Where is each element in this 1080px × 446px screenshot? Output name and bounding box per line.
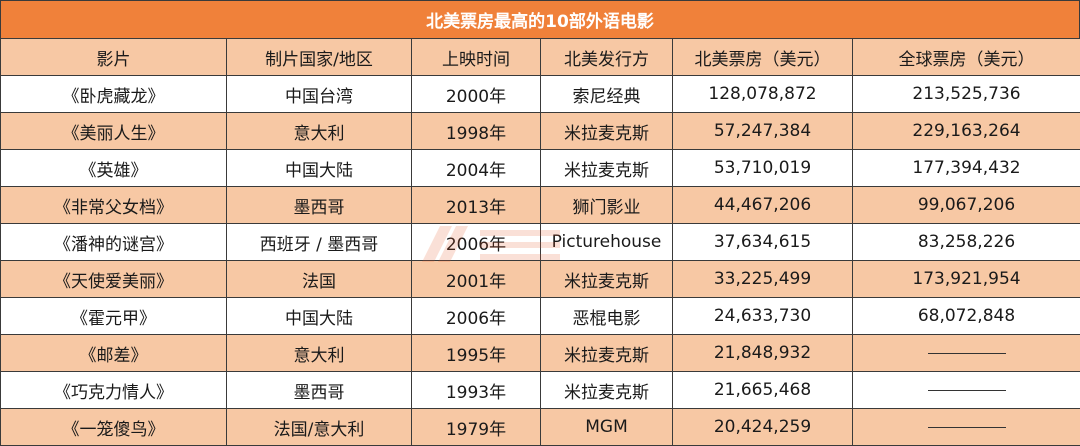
cell-film: 《巧克力情人》 bbox=[1, 372, 227, 409]
table-title: 北美票房最高的10部外语电影 bbox=[0, 0, 1080, 38]
cell-year: 1998年 bbox=[412, 113, 541, 150]
cell-na-box-office: 21,848,932 bbox=[673, 335, 853, 372]
header-distributor: 北美发行方 bbox=[541, 39, 673, 76]
cell-global-box-office: 68,072,848 bbox=[853, 298, 1080, 335]
cell-distributor: 米拉麦克斯 bbox=[541, 113, 673, 150]
cell-film: 《英雄》 bbox=[1, 150, 227, 187]
cell-global-box-office: 99,067,206 bbox=[853, 187, 1080, 224]
cell-year: 2013年 bbox=[412, 187, 541, 224]
cell-country: 法国/意大利 bbox=[227, 409, 412, 446]
cell-country: 墨西哥 bbox=[227, 187, 412, 224]
cell-distributor: 狮门影业 bbox=[541, 187, 673, 224]
cell-year: 2004年 bbox=[412, 150, 541, 187]
cell-na-box-office: 20,424,259 bbox=[673, 409, 853, 446]
cell-global-box-office: 177,394,432 bbox=[853, 150, 1080, 187]
cell-global-box-office: 213,525,736 bbox=[853, 76, 1080, 113]
cell-distributor: 米拉麦克斯 bbox=[541, 150, 673, 187]
cell-distributor: 米拉麦克斯 bbox=[541, 335, 673, 372]
cell-country: 意大利 bbox=[227, 113, 412, 150]
empty-value-dash bbox=[928, 390, 1006, 391]
cell-distributor: 恶棍电影 bbox=[541, 298, 673, 335]
cell-na-box-office: 128,078,872 bbox=[673, 76, 853, 113]
cell-country: 墨西哥 bbox=[227, 372, 412, 409]
cell-na-box-office: 33,225,499 bbox=[673, 261, 853, 298]
empty-value-dash bbox=[928, 353, 1006, 354]
cell-year: 1993年 bbox=[412, 372, 541, 409]
header-na-box-office: 北美票房（美元） bbox=[673, 39, 853, 76]
cell-distributor: 米拉麦克斯 bbox=[541, 261, 673, 298]
header-film: 影片 bbox=[1, 39, 227, 76]
cell-year: 1979年 bbox=[412, 409, 541, 446]
cell-year: 2000年 bbox=[412, 76, 541, 113]
cell-country: 中国大陆 bbox=[227, 298, 412, 335]
cell-country: 法国 bbox=[227, 261, 412, 298]
cell-year: 2001年 bbox=[412, 261, 541, 298]
cell-distributor: 索尼经典 bbox=[541, 76, 673, 113]
cell-na-box-office: 21,665,468 bbox=[673, 372, 853, 409]
header-year: 上映时间 bbox=[412, 39, 541, 76]
cell-film: 《天使爱美丽》 bbox=[1, 261, 227, 298]
cell-global-box-office: 229,163,264 bbox=[853, 113, 1080, 150]
cell-film: 《美丽人生》 bbox=[1, 113, 227, 150]
cell-year: 2006年 bbox=[412, 298, 541, 335]
cell-global-box-office: 173,921,954 bbox=[853, 261, 1080, 298]
header-global-box-office: 全球票房（美元） bbox=[853, 39, 1080, 76]
cell-na-box-office: 37,634,615 bbox=[673, 224, 853, 261]
cell-global-box-office bbox=[853, 409, 1080, 446]
table-header-row: 影片 制片国家/地区 上映时间 北美发行方 北美票房（美元） 全球票房（美元） bbox=[1, 39, 1080, 76]
cell-year: 1995年 bbox=[412, 335, 541, 372]
header-country: 制片国家/地区 bbox=[227, 39, 412, 76]
cell-country: 西班牙 / 墨西哥 bbox=[227, 224, 412, 261]
cell-country: 中国台湾 bbox=[227, 76, 412, 113]
cell-country: 意大利 bbox=[227, 335, 412, 372]
box-office-table: 影片 制片国家/地区 上映时间 北美发行方 北美票房（美元） 全球票房（美元） … bbox=[0, 38, 1080, 446]
cell-film: 《卧虎藏龙》 bbox=[1, 76, 227, 113]
empty-value-dash bbox=[928, 427, 1006, 428]
cell-film: 《一笼傻鸟》 bbox=[1, 409, 227, 446]
cell-film: 《邮差》 bbox=[1, 335, 227, 372]
cell-global-box-office bbox=[853, 335, 1080, 372]
cell-na-box-office: 57,247,384 bbox=[673, 113, 853, 150]
cell-film: 《潘神的谜宫》 bbox=[1, 224, 227, 261]
cell-distributor: 米拉麦克斯 bbox=[541, 372, 673, 409]
cell-distributor: Picturehouse bbox=[541, 224, 673, 261]
cell-global-box-office: 83,258,226 bbox=[853, 224, 1080, 261]
cell-film: 《非常父女档》 bbox=[1, 187, 227, 224]
cell-film: 《霍元甲》 bbox=[1, 298, 227, 335]
cell-na-box-office: 24,633,730 bbox=[673, 298, 853, 335]
cell-na-box-office: 44,467,206 bbox=[673, 187, 853, 224]
cell-country: 中国大陆 bbox=[227, 150, 412, 187]
cell-na-box-office: 53,710,019 bbox=[673, 150, 853, 187]
cell-year: 2006年 bbox=[412, 224, 541, 261]
cell-global-box-office bbox=[853, 372, 1080, 409]
cell-distributor: MGM bbox=[541, 409, 673, 446]
